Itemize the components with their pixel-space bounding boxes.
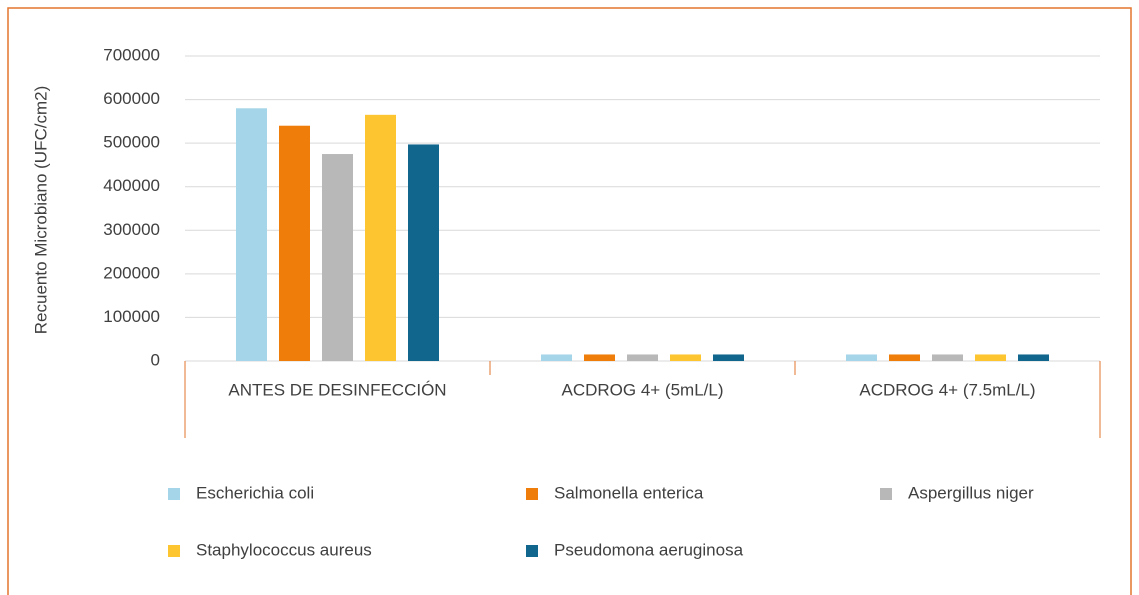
legend-label: Aspergillus niger bbox=[908, 483, 1034, 502]
x-tick-label: ACDROG 4+ (5mL/L) bbox=[561, 380, 723, 399]
bar bbox=[713, 354, 744, 361]
bar bbox=[541, 354, 572, 361]
y-tick-label: 200000 bbox=[103, 263, 160, 282]
y-tick-label: 700000 bbox=[103, 45, 160, 64]
y-tick-label: 500000 bbox=[103, 133, 160, 152]
legend-swatch bbox=[526, 545, 538, 557]
bar bbox=[846, 354, 877, 361]
legend-swatch bbox=[168, 488, 180, 500]
bar bbox=[584, 354, 615, 361]
y-axis-label: Recuento Microbiano (UFC/cm2) bbox=[31, 86, 50, 334]
bar bbox=[932, 354, 963, 361]
y-tick-label: 600000 bbox=[103, 89, 160, 108]
bar bbox=[322, 154, 353, 361]
chart-border bbox=[7, 7, 1132, 595]
y-tick-label: 400000 bbox=[103, 176, 160, 195]
legend-label: Salmonella enterica bbox=[554, 483, 704, 502]
bar bbox=[279, 125, 310, 361]
y-tick-label: 100000 bbox=[103, 307, 160, 326]
y-tick-label: 300000 bbox=[103, 220, 160, 239]
bar bbox=[975, 354, 1006, 361]
legend-swatch bbox=[168, 545, 180, 557]
bar bbox=[408, 144, 439, 361]
bar bbox=[670, 354, 701, 361]
bar bbox=[236, 108, 267, 362]
bar bbox=[627, 354, 658, 361]
legend-label: Staphylococcus aureus bbox=[196, 540, 372, 559]
legend-label: Escherichia coli bbox=[196, 483, 314, 502]
y-tick-label: 0 bbox=[151, 350, 160, 369]
legend-swatch bbox=[526, 488, 538, 500]
bar bbox=[889, 354, 920, 361]
x-tick-label: ANTES DE DESINFECCIÓN bbox=[228, 380, 446, 399]
bar bbox=[1018, 354, 1049, 361]
x-tick-label: ACDROG 4+ (7.5mL/L) bbox=[859, 380, 1035, 399]
legend-swatch bbox=[880, 488, 892, 500]
bar bbox=[365, 114, 396, 361]
legend-label: Pseudomona aeruginosa bbox=[554, 540, 744, 559]
